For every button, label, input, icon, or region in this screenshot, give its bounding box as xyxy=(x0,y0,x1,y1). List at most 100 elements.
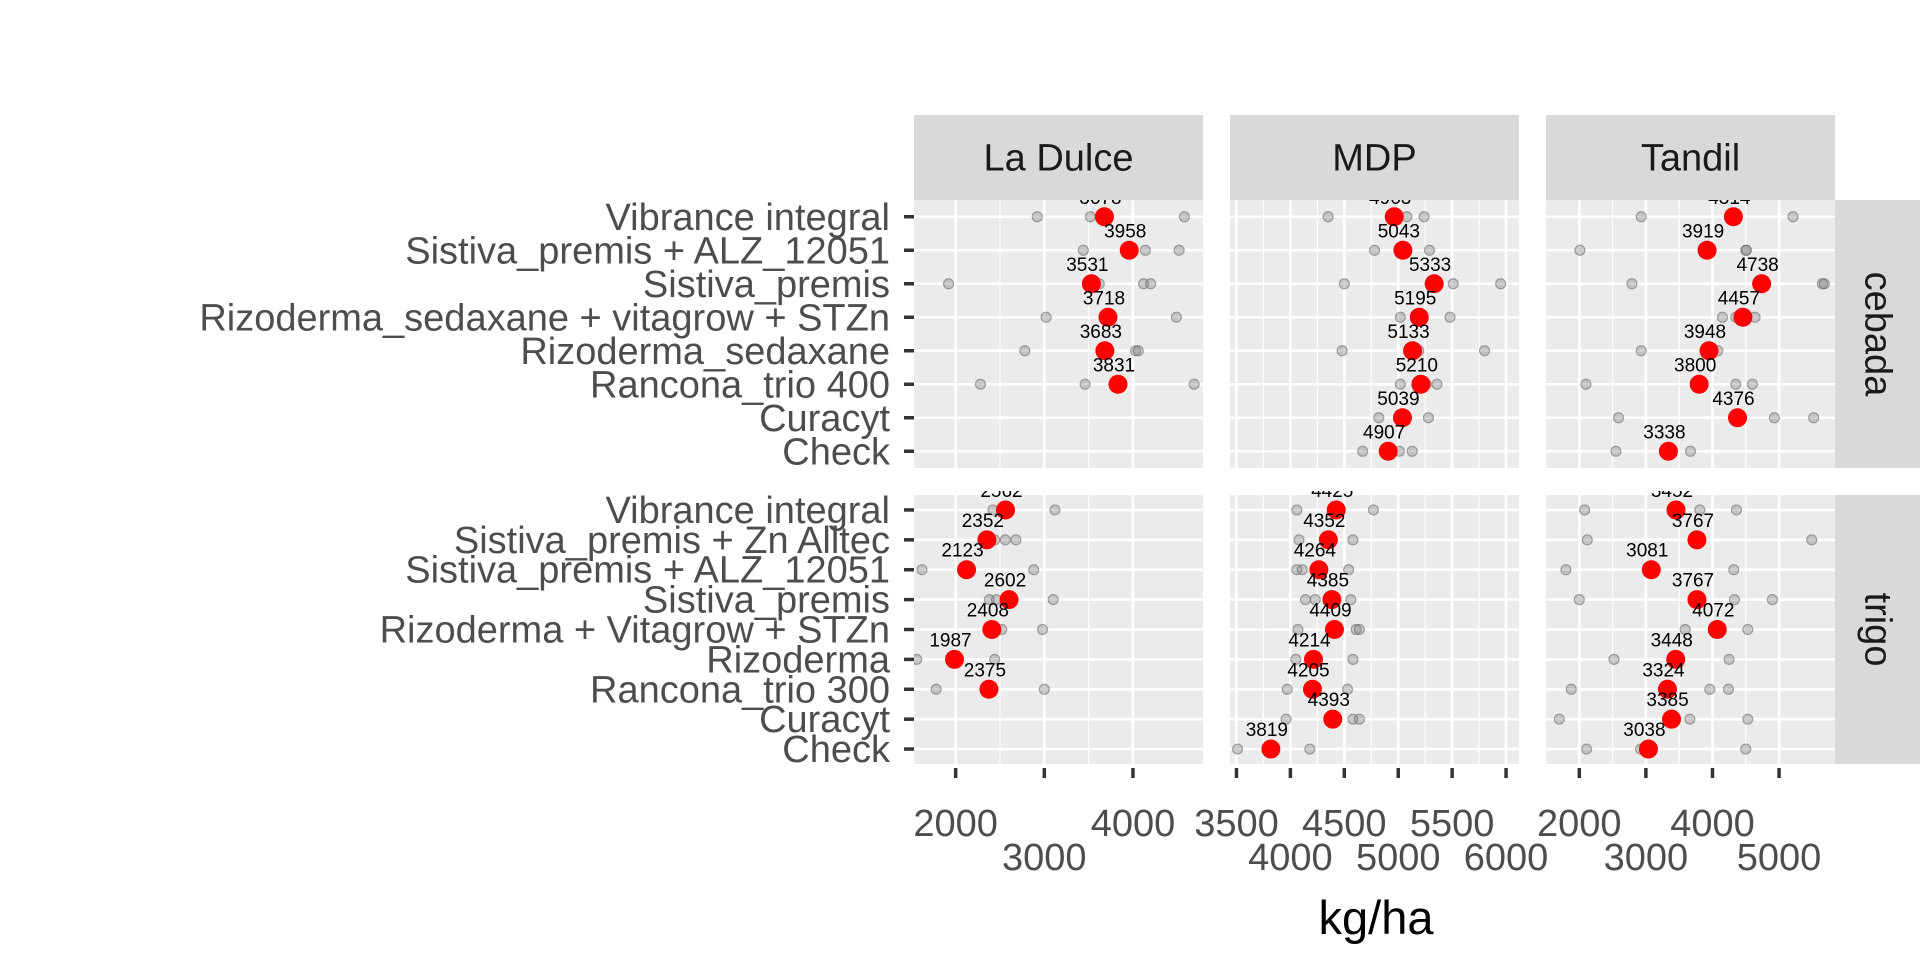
panels-layer: 3678395835313718368338314963504353335195… xyxy=(914,196,1835,764)
mean-point xyxy=(1707,620,1727,639)
mean-label: 4264 xyxy=(1294,541,1337,562)
strip-cebada-bg xyxy=(1835,200,1920,468)
replicate-point xyxy=(1145,278,1157,290)
y-tick-label: Sistiva_premis xyxy=(643,264,890,306)
replicate-point xyxy=(1188,378,1200,390)
replicate-point xyxy=(1394,378,1406,390)
mean-label: 5043 xyxy=(1378,221,1420,242)
y-tick-label: Rizoderma_sedaxane xyxy=(520,331,890,373)
replicate-point xyxy=(1610,445,1622,457)
mean-point xyxy=(1687,530,1707,550)
mean-label: 3767 xyxy=(1672,571,1714,592)
replicate-point xyxy=(914,653,923,665)
mean-point xyxy=(1728,408,1748,428)
replicate-point xyxy=(1722,683,1735,695)
mean-point xyxy=(1094,207,1114,227)
mean-label: 3683 xyxy=(1080,322,1122,343)
replicate-point xyxy=(1579,504,1591,516)
mean-point xyxy=(1303,649,1323,669)
mean-label: 2352 xyxy=(962,511,1004,532)
replicate-point xyxy=(1431,378,1443,390)
mean-label: 5333 xyxy=(1409,255,1451,276)
mean-point xyxy=(1641,560,1661,580)
mean-label: 3800 xyxy=(1674,355,1716,376)
strip-la-dulce-label: La Dulce xyxy=(984,138,1134,180)
replicate-point xyxy=(1353,713,1366,725)
y-tick-label: Rizoderma_sedaxane + vitagrow + STZn xyxy=(199,297,890,339)
strip-tandil-bg xyxy=(1546,115,1835,200)
x-tick-label: 2000 xyxy=(1537,803,1622,845)
mean-label: 3324 xyxy=(1642,660,1685,681)
mean-label: 4072 xyxy=(1692,601,1734,622)
mean-label: 2375 xyxy=(964,660,1006,681)
replicate-point xyxy=(1495,278,1507,290)
replicate-point xyxy=(1338,278,1350,290)
mean-point xyxy=(1638,739,1658,759)
y-tick-label: Sistiva_premis + ALZ_12051 xyxy=(405,550,890,592)
mean-point xyxy=(1309,560,1329,580)
mean-label: 4457 xyxy=(1718,288,1760,309)
mean-point xyxy=(1424,274,1444,294)
replicate-point xyxy=(1818,278,1830,290)
mean-label: 3452 xyxy=(1651,481,1693,502)
mean-point xyxy=(1687,590,1707,610)
replicate-point xyxy=(1293,534,1305,546)
replicate-point xyxy=(1367,504,1380,516)
replicate-point xyxy=(1716,311,1729,323)
replicate-point xyxy=(999,534,1011,546)
mean-label: 4409 xyxy=(1309,601,1351,622)
mean-label: 5195 xyxy=(1394,288,1436,309)
mean-point xyxy=(1699,341,1719,361)
replicate-point xyxy=(1292,623,1304,636)
x-tick-label: 5000 xyxy=(1737,837,1822,879)
replicate-point xyxy=(1406,445,1418,457)
y-tick-label: Rancona_trio 400 xyxy=(590,364,890,406)
x-tick-label: 3000 xyxy=(1604,837,1689,879)
replicate-point xyxy=(1170,311,1183,323)
mean-point xyxy=(1392,408,1412,428)
mean-point xyxy=(999,590,1019,610)
y-tick-label: Rizoderma xyxy=(706,639,891,681)
mean-point xyxy=(1697,240,1717,260)
strip-mdp-bg xyxy=(1230,115,1519,200)
replicate-point xyxy=(1132,345,1144,357)
mean-point xyxy=(995,500,1015,520)
replicate-point xyxy=(1694,504,1706,516)
replicate-point xyxy=(1049,504,1061,516)
x-tick-label: 3000 xyxy=(1002,837,1087,879)
replicate-point xyxy=(1028,564,1040,576)
replicate-point xyxy=(1368,244,1381,256)
replicate-point xyxy=(1684,713,1696,725)
mean-label: 2123 xyxy=(941,541,983,562)
replicate-point xyxy=(1079,378,1091,390)
replicate-point xyxy=(1612,412,1625,424)
mean-label: 1987 xyxy=(929,630,971,651)
replicate-point xyxy=(1422,412,1435,424)
replicate-point xyxy=(1704,683,1716,695)
replicate-point xyxy=(1347,653,1359,665)
mean-label: 5039 xyxy=(1377,389,1419,410)
replicate-point xyxy=(1322,211,1334,223)
replicate-point xyxy=(1574,244,1586,256)
replicate-point xyxy=(1345,594,1357,606)
mean-label: 3448 xyxy=(1651,630,1693,651)
replicate-point xyxy=(1742,623,1754,636)
y-tick-label: Sistiva_premis + Zn Alltec xyxy=(454,520,890,562)
x-tick-label: 6000 xyxy=(1464,837,1549,879)
mean-label: 3531 xyxy=(1066,255,1108,276)
mean-point xyxy=(1326,500,1346,520)
replicate-point xyxy=(1291,504,1303,516)
y-tick-label: Curacyt xyxy=(759,398,890,440)
replicate-point xyxy=(1010,534,1022,546)
replicate-point xyxy=(989,653,1001,665)
mean-point xyxy=(982,620,1002,639)
replicate-point xyxy=(1787,211,1799,223)
replicate-point xyxy=(1040,311,1052,323)
replicate-point xyxy=(1423,244,1436,256)
replicate-point xyxy=(1084,211,1097,223)
replicate-point xyxy=(1808,412,1820,424)
mean-point xyxy=(1657,679,1677,699)
panel-cebada-tandil: 43143919473844573948380043763338 xyxy=(1546,196,1835,468)
replicate-point xyxy=(1357,445,1369,457)
